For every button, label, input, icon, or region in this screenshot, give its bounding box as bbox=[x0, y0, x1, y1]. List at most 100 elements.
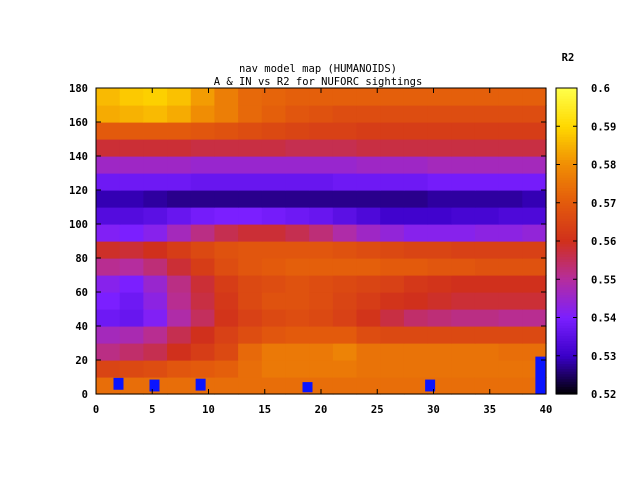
heatmap-cell bbox=[167, 258, 192, 276]
heatmap-cell bbox=[356, 275, 381, 293]
heatmap-cell bbox=[332, 360, 358, 378]
heatmap-cell bbox=[214, 258, 239, 276]
heatmap-cell bbox=[498, 190, 523, 208]
heatmap-cell bbox=[167, 122, 192, 140]
colorbar-segment bbox=[556, 88, 577, 92]
heatmap-cell bbox=[427, 122, 452, 140]
heatmap-cell bbox=[380, 292, 405, 310]
heatmap-cell bbox=[143, 105, 168, 123]
heatmap-cell bbox=[356, 122, 381, 140]
colorbar-segment bbox=[556, 123, 577, 127]
colorbar-segment bbox=[556, 281, 577, 285]
heatmap-cell bbox=[167, 241, 192, 259]
heatmap-cell bbox=[190, 360, 216, 378]
heatmap-cell bbox=[119, 309, 144, 327]
heatmap-cell bbox=[332, 343, 358, 361]
colorbar-segment bbox=[556, 371, 577, 375]
heatmap-cell bbox=[380, 105, 405, 123]
heatmap-cell bbox=[380, 258, 405, 276]
heatmap-cell bbox=[356, 258, 381, 276]
heatmap-cell bbox=[522, 190, 547, 208]
colorbar-segment bbox=[556, 327, 577, 331]
heatmap-cell bbox=[309, 343, 334, 361]
colorbar-segment bbox=[556, 307, 577, 311]
heatmap-cell bbox=[474, 343, 500, 361]
colorbar-segment bbox=[556, 363, 577, 367]
heatmap-cell bbox=[356, 224, 381, 242]
heatmap-cell bbox=[474, 207, 500, 225]
heatmap-cell bbox=[474, 190, 500, 208]
heatmap-cell bbox=[96, 326, 121, 344]
heatmap-cell bbox=[356, 105, 381, 123]
colorbar-segment bbox=[556, 340, 577, 344]
heatmap-cell bbox=[498, 139, 523, 157]
colorbar-segment bbox=[556, 233, 577, 237]
colorbar-segment bbox=[556, 131, 577, 135]
heatmap-cell bbox=[214, 275, 239, 293]
heatmap-cell bbox=[522, 292, 547, 310]
colorbar: 0.52 0.53 0.54 0.55 0.56 0.57 0.58 0.59 0.6 bbox=[555, 83, 616, 401]
colorbar-segment bbox=[556, 197, 577, 201]
heatmap-cell bbox=[309, 88, 334, 106]
heatmap-cell bbox=[403, 122, 429, 140]
heatmap-cell bbox=[356, 343, 381, 361]
heatmap-cell bbox=[403, 139, 429, 157]
colorbar-segment bbox=[556, 149, 577, 153]
heatmap-cell bbox=[427, 309, 452, 327]
heatmap-cell bbox=[427, 88, 452, 106]
heatmap-cell bbox=[143, 88, 168, 106]
heatmap-cell bbox=[285, 241, 310, 259]
heatmap-cell bbox=[403, 292, 429, 310]
heatmap-cell bbox=[380, 275, 405, 293]
colorbar-segment bbox=[556, 116, 577, 120]
heatmap-cell bbox=[522, 173, 547, 191]
heatmap-cell bbox=[427, 156, 452, 174]
heatmap-cell bbox=[190, 258, 216, 276]
colorbar-tick-label: 0.6 bbox=[591, 83, 610, 95]
heatmap-cell bbox=[451, 292, 476, 310]
heatmap-cell bbox=[498, 377, 523, 395]
heatmap-cell bbox=[119, 377, 144, 395]
heatmap-cell bbox=[214, 105, 239, 123]
colorbar-segment bbox=[556, 325, 577, 329]
colorbar-segment bbox=[556, 368, 577, 372]
heatmap-cell bbox=[498, 207, 523, 225]
colorbar-segment bbox=[556, 118, 577, 122]
heatmap-cell bbox=[380, 156, 405, 174]
colorbar-segment bbox=[556, 169, 577, 173]
heatmap-cell bbox=[214, 122, 239, 140]
heatmap-cell bbox=[332, 122, 358, 140]
heatmap-cell bbox=[214, 377, 239, 395]
colorbar-segment bbox=[556, 139, 577, 143]
heatmap-cell bbox=[119, 190, 144, 208]
heatmap-cell bbox=[214, 190, 239, 208]
heatmap-cell bbox=[214, 343, 239, 361]
data-marker bbox=[535, 356, 546, 394]
heatmap-cell bbox=[309, 122, 334, 140]
heatmap-cell bbox=[474, 258, 500, 276]
heatmap-cell bbox=[214, 173, 239, 191]
heatmap-cell bbox=[332, 190, 358, 208]
heatmap-cell bbox=[451, 275, 476, 293]
heatmap-cell bbox=[143, 190, 168, 208]
heatmap-cell bbox=[332, 275, 358, 293]
heatmap-cell bbox=[403, 377, 429, 395]
heatmap-cell bbox=[238, 343, 263, 361]
y-tick-label: 0 bbox=[82, 389, 88, 401]
heatmap-cell bbox=[96, 343, 121, 361]
heatmap-cell bbox=[451, 88, 476, 106]
heatmap-cell bbox=[427, 326, 452, 344]
heatmap-cell bbox=[167, 292, 192, 310]
heatmap-cell bbox=[498, 156, 523, 174]
heatmap-cell bbox=[214, 360, 239, 378]
heatmap-cell bbox=[190, 343, 216, 361]
colorbar-segment bbox=[556, 286, 577, 291]
heatmap-cell bbox=[190, 207, 216, 225]
heatmap-cell bbox=[356, 139, 381, 157]
heatmap-cell bbox=[285, 292, 310, 310]
heatmap-cell bbox=[498, 309, 523, 327]
heatmap-cell bbox=[167, 309, 192, 327]
x-tick-label: 30 bbox=[427, 404, 440, 416]
heatmap-cell bbox=[498, 88, 523, 106]
colorbar-segment bbox=[556, 381, 577, 385]
